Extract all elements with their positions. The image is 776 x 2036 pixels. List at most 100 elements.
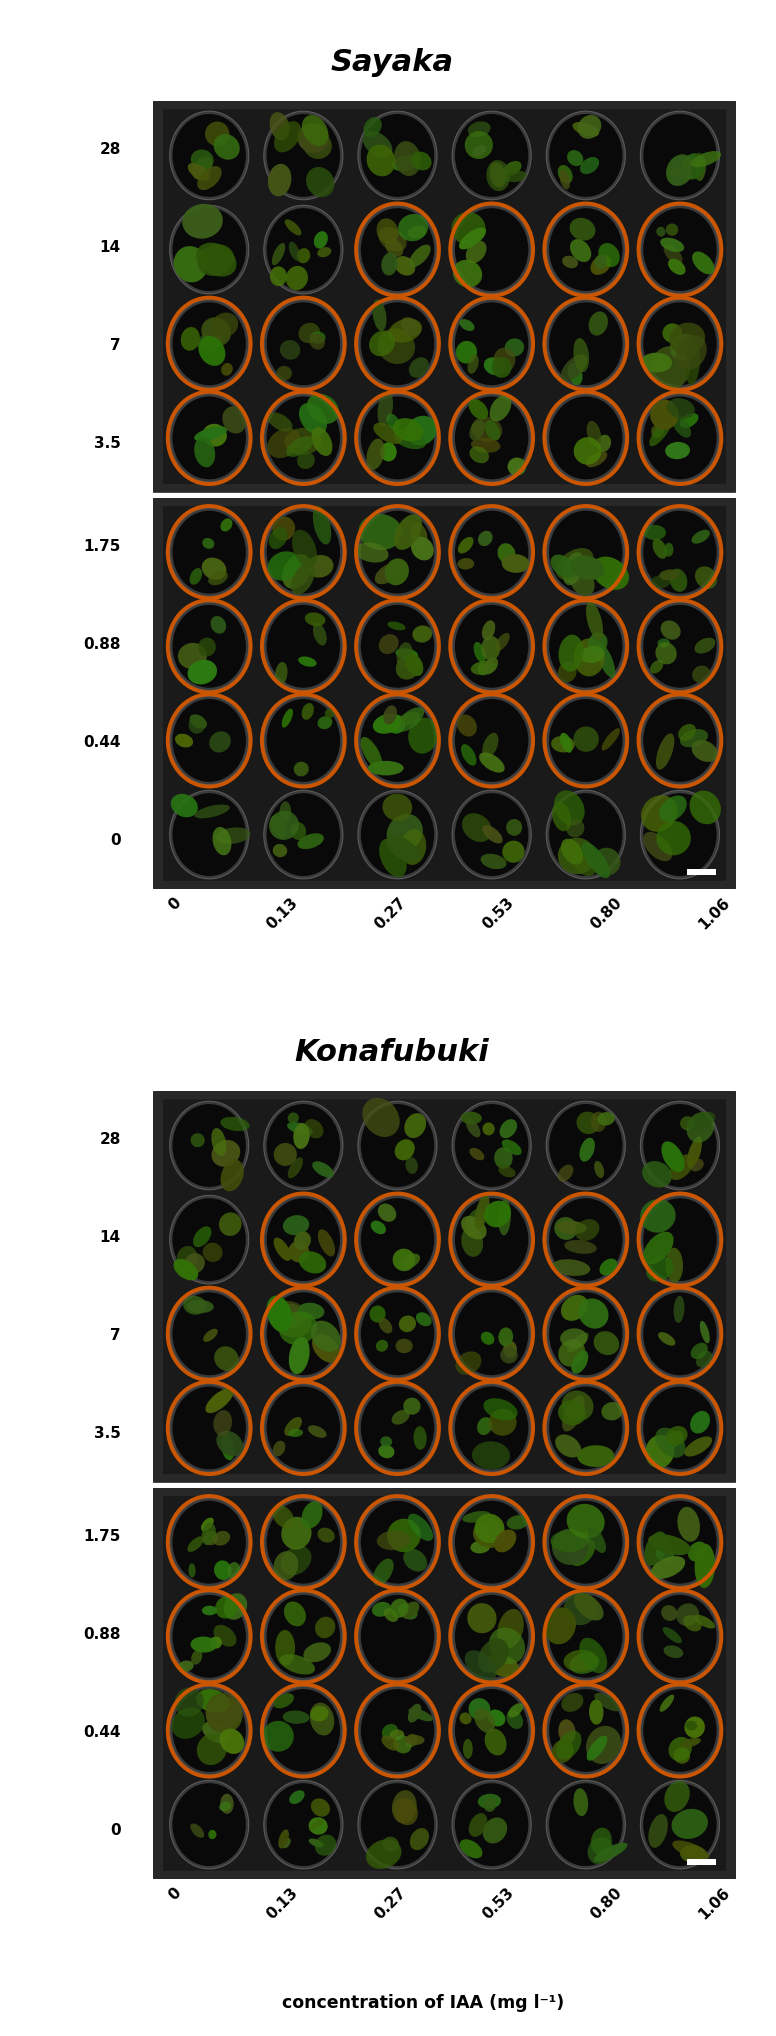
Ellipse shape (313, 507, 331, 544)
Ellipse shape (277, 1303, 306, 1327)
Ellipse shape (546, 603, 625, 690)
Ellipse shape (213, 1531, 230, 1545)
Ellipse shape (661, 1142, 684, 1173)
Text: 1.06: 1.06 (696, 1885, 733, 1922)
Ellipse shape (562, 560, 587, 584)
Ellipse shape (409, 244, 431, 267)
Ellipse shape (653, 540, 667, 558)
Ellipse shape (269, 112, 289, 140)
Ellipse shape (658, 1332, 675, 1346)
Ellipse shape (546, 507, 625, 597)
Ellipse shape (193, 1226, 211, 1248)
Ellipse shape (598, 242, 620, 267)
Ellipse shape (213, 827, 231, 855)
Ellipse shape (178, 1661, 194, 1672)
Ellipse shape (358, 790, 437, 880)
Ellipse shape (172, 1690, 246, 1771)
Ellipse shape (376, 1340, 388, 1352)
Ellipse shape (220, 1161, 244, 1191)
Ellipse shape (691, 739, 718, 761)
Ellipse shape (478, 531, 493, 546)
Ellipse shape (381, 252, 398, 275)
Ellipse shape (223, 407, 247, 434)
Ellipse shape (203, 1242, 223, 1262)
Ellipse shape (366, 438, 385, 470)
Ellipse shape (221, 362, 233, 377)
Ellipse shape (282, 1710, 310, 1724)
Ellipse shape (170, 1498, 249, 1586)
Ellipse shape (502, 841, 525, 863)
Ellipse shape (206, 1389, 234, 1413)
Ellipse shape (549, 1104, 622, 1187)
Ellipse shape (564, 1531, 590, 1564)
Ellipse shape (577, 1446, 615, 1466)
Ellipse shape (309, 1818, 327, 1834)
Ellipse shape (394, 140, 421, 175)
Ellipse shape (546, 1195, 625, 1285)
Ellipse shape (215, 1596, 237, 1619)
Ellipse shape (587, 1735, 608, 1761)
Ellipse shape (291, 564, 314, 595)
Ellipse shape (483, 1122, 495, 1136)
Ellipse shape (361, 794, 435, 875)
Ellipse shape (264, 1592, 343, 1680)
Text: 0.27: 0.27 (372, 896, 409, 932)
Ellipse shape (358, 1498, 437, 1586)
Ellipse shape (692, 252, 715, 275)
Ellipse shape (452, 1289, 532, 1378)
Ellipse shape (487, 1653, 519, 1678)
Ellipse shape (378, 1446, 394, 1458)
Ellipse shape (273, 1694, 294, 1708)
Ellipse shape (504, 338, 524, 356)
Ellipse shape (303, 132, 332, 159)
Ellipse shape (560, 1327, 587, 1348)
Ellipse shape (483, 825, 503, 843)
Ellipse shape (680, 1116, 695, 1130)
Ellipse shape (172, 1784, 246, 1867)
FancyBboxPatch shape (152, 1089, 737, 1484)
Ellipse shape (416, 1313, 431, 1325)
Ellipse shape (358, 1101, 437, 1189)
Ellipse shape (549, 301, 622, 385)
Ellipse shape (646, 1435, 674, 1468)
Ellipse shape (314, 232, 327, 248)
Ellipse shape (361, 698, 435, 782)
Ellipse shape (202, 1523, 216, 1545)
Ellipse shape (650, 1556, 685, 1578)
Ellipse shape (690, 790, 721, 825)
Ellipse shape (686, 1112, 715, 1130)
Ellipse shape (650, 660, 663, 674)
Ellipse shape (264, 393, 343, 483)
Ellipse shape (379, 228, 407, 252)
Ellipse shape (561, 839, 584, 865)
Ellipse shape (663, 244, 682, 265)
Ellipse shape (690, 1411, 710, 1433)
Ellipse shape (375, 562, 401, 584)
Ellipse shape (656, 733, 674, 770)
Ellipse shape (549, 1690, 622, 1771)
Ellipse shape (297, 833, 324, 849)
Ellipse shape (272, 517, 295, 540)
Ellipse shape (414, 1425, 427, 1450)
Ellipse shape (377, 1531, 411, 1549)
Ellipse shape (691, 151, 721, 167)
Ellipse shape (467, 354, 479, 375)
Ellipse shape (456, 1352, 481, 1374)
Ellipse shape (383, 1836, 399, 1853)
Ellipse shape (299, 1252, 326, 1272)
Ellipse shape (577, 1112, 600, 1134)
Ellipse shape (201, 1517, 213, 1531)
Ellipse shape (484, 1201, 511, 1228)
Ellipse shape (650, 574, 671, 588)
Ellipse shape (313, 623, 327, 645)
Ellipse shape (600, 1258, 618, 1275)
Ellipse shape (395, 1140, 414, 1161)
Ellipse shape (587, 1527, 606, 1553)
Ellipse shape (672, 1841, 709, 1861)
Ellipse shape (695, 637, 715, 654)
Ellipse shape (570, 1653, 599, 1674)
Ellipse shape (586, 601, 603, 641)
Ellipse shape (361, 737, 383, 770)
Ellipse shape (598, 1112, 615, 1126)
Ellipse shape (386, 814, 423, 851)
